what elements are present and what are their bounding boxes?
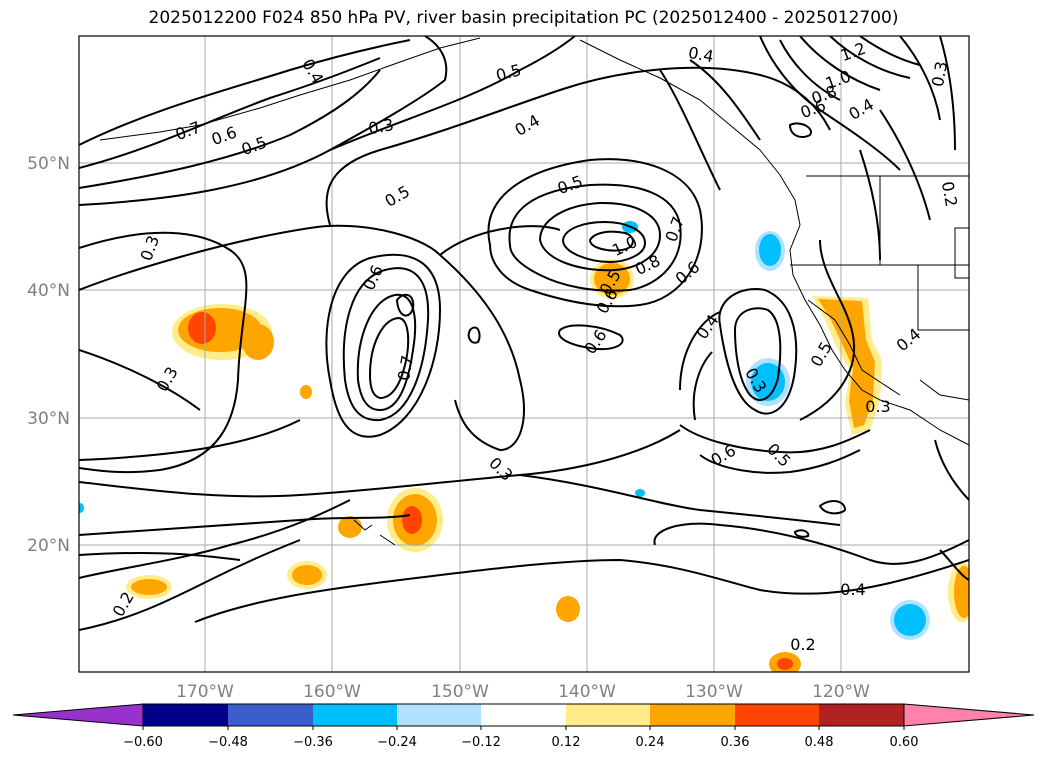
colorbar-frame [142, 703, 905, 727]
colorbar-tick: 0.48 [805, 735, 834, 750]
colorbar-extend-low [12, 703, 144, 727]
longitude-labels: 170°W 160°W 150°W 140°W 130°W 120°W [176, 682, 870, 702]
colorbar-segment [313, 704, 397, 726]
contour-label: 0.5 [763, 439, 794, 470]
colorbar-tick: −0.24 [377, 735, 417, 750]
colorbar-segment [481, 704, 566, 726]
lon-label-170w: 170°W [176, 682, 234, 702]
contour-label: 0.3 [928, 60, 951, 88]
contour-label: 0.5 [555, 172, 585, 199]
lon-label-150w: 150°W [431, 682, 489, 702]
lon-label-120w: 120°W [812, 682, 870, 702]
contour-label: 0.5 [239, 133, 269, 160]
colorbar-tick: −0.36 [293, 735, 333, 750]
contour-label: 0.4 [687, 43, 715, 66]
contour-label: 0.3 [865, 397, 890, 416]
contour-label: 0.3 [137, 233, 164, 263]
contour-label: 0.4 [840, 580, 865, 599]
colorbar-segment [228, 704, 313, 726]
contour-label: 0.2 [790, 635, 815, 654]
lat-label-30n: 30°N [27, 409, 70, 429]
precip-shading [79, 221, 969, 672]
contour-label: 0.6 [209, 123, 239, 150]
colorbar-segment [397, 704, 481, 726]
contour-label: 0.4 [893, 324, 925, 355]
plot-frame [78, 35, 970, 673]
colorbar-segment [143, 704, 228, 726]
colorbar-tick: −0.48 [208, 735, 248, 750]
colorbar-extend-high [903, 703, 1035, 727]
contour-label: 0.7 [173, 118, 203, 145]
contour-label: 0.7 [394, 354, 417, 382]
contour-label: 0.5 [381, 182, 413, 211]
contour-label: 0.5 [494, 60, 524, 85]
colorbar-tick: 0.60 [890, 735, 919, 750]
contour-label: 0.2 [938, 180, 961, 208]
lon-label-140w: 140°W [558, 682, 616, 702]
colorbar-segment [735, 704, 819, 726]
positive-anomaly-blobs [126, 259, 969, 672]
colorbar-segment [819, 704, 904, 726]
contour-label: 0.4 [692, 311, 722, 343]
contour-label: 0.3 [153, 363, 182, 395]
colorbar-tick: 0.36 [721, 735, 750, 750]
negative-anomaly-blobs [79, 221, 930, 640]
contour-label: 0.6 [359, 262, 387, 293]
contour-label: 0.4 [845, 95, 877, 124]
colorbar: −0.60 −0.48 −0.36 −0.24 −0.12 0.12 0.24 … [12, 703, 1035, 750]
colorbar-tick: 0.12 [552, 735, 581, 750]
colorbar-tick: −0.60 [123, 735, 163, 750]
lat-label-20n: 20°N [27, 536, 70, 556]
colorbar-segment [566, 704, 650, 726]
contour-label: 0.3 [367, 115, 395, 138]
contour-label: 0.3 [485, 453, 516, 484]
colorbar-tick: −0.12 [461, 735, 501, 750]
colorbar-tick: 0.24 [636, 735, 665, 750]
latitude-labels: 50°N 40°N 30°N 20°N [27, 154, 70, 556]
lon-label-160w: 160°W [303, 682, 361, 702]
colorbar-segment [650, 704, 735, 726]
contour-label: 0.5 [807, 338, 836, 370]
lon-label-130w: 130°W [685, 682, 743, 702]
lat-label-40n: 40°N [27, 281, 70, 301]
coastlines [99, 37, 969, 546]
lat-label-50n: 50°N [27, 154, 70, 174]
contour-label: 0.6 [580, 326, 610, 358]
pv-contours [79, 36, 969, 631]
contour-label: 0.7 [662, 214, 689, 244]
contour-label: 0.4 [511, 111, 543, 140]
contour-label: 0.6 [672, 257, 704, 288]
map-title: 2025012200 F024 850 hPa PV, river basin … [148, 8, 899, 28]
contour-label: 0.6 [707, 441, 739, 470]
